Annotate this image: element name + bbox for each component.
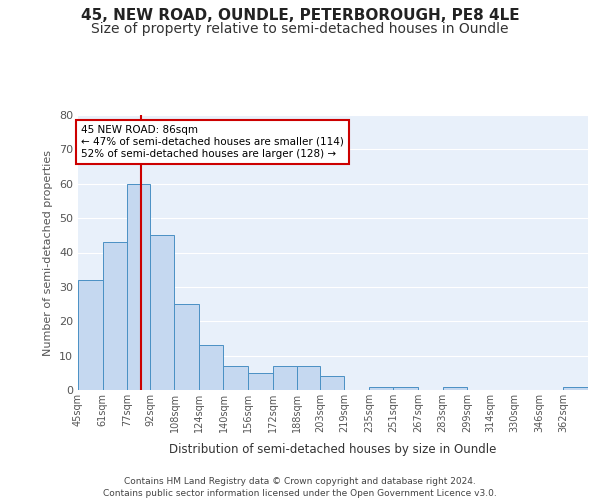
Bar <box>175 304 199 390</box>
Bar <box>369 386 394 390</box>
Bar <box>199 346 223 390</box>
Text: Distribution of semi-detached houses by size in Oundle: Distribution of semi-detached houses by … <box>169 442 497 456</box>
Bar <box>443 386 467 390</box>
Text: 45, NEW ROAD, OUNDLE, PETERBOROUGH, PE8 4LE: 45, NEW ROAD, OUNDLE, PETERBOROUGH, PE8 … <box>80 8 520 22</box>
Y-axis label: Number of semi-detached properties: Number of semi-detached properties <box>43 150 53 356</box>
Bar <box>394 386 418 390</box>
Bar <box>223 366 248 390</box>
Bar <box>127 184 150 390</box>
Bar <box>78 280 103 390</box>
Text: Size of property relative to semi-detached houses in Oundle: Size of property relative to semi-detach… <box>91 22 509 36</box>
Bar <box>248 373 272 390</box>
Text: 45 NEW ROAD: 86sqm
← 47% of semi-detached houses are smaller (114)
52% of semi-d: 45 NEW ROAD: 86sqm ← 47% of semi-detache… <box>81 126 344 158</box>
Bar <box>320 376 344 390</box>
Text: Contains public sector information licensed under the Open Government Licence v3: Contains public sector information licen… <box>103 489 497 498</box>
Bar <box>150 236 175 390</box>
Bar <box>297 366 320 390</box>
Bar <box>103 242 127 390</box>
Bar <box>563 386 588 390</box>
Text: Contains HM Land Registry data © Crown copyright and database right 2024.: Contains HM Land Registry data © Crown c… <box>124 478 476 486</box>
Bar <box>272 366 297 390</box>
